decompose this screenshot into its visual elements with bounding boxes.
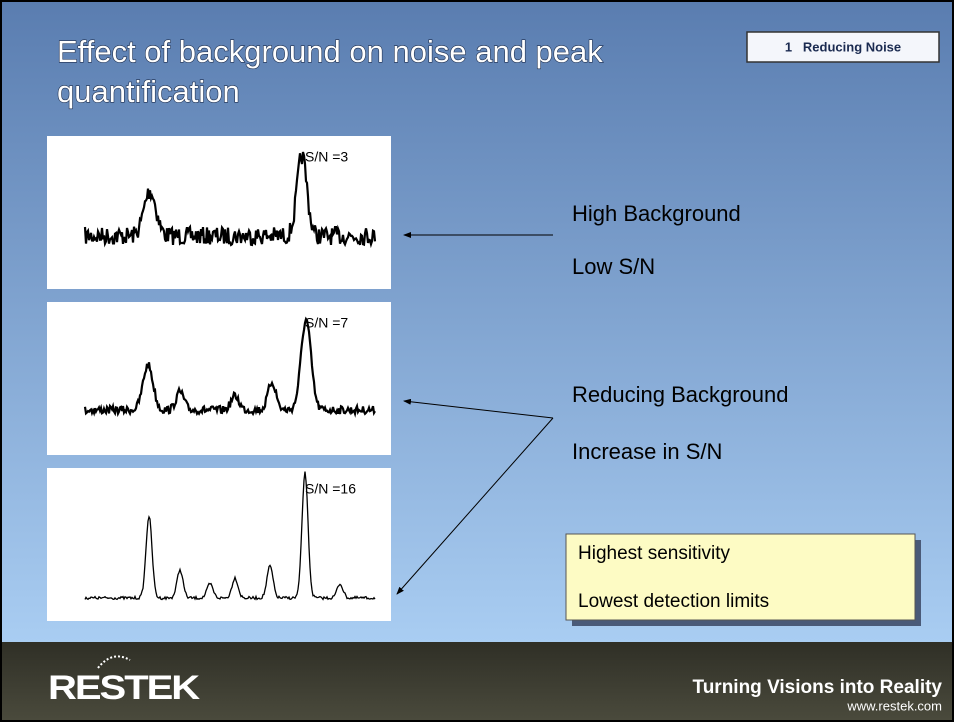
arrow [403, 398, 554, 419]
url: www.restek.com [846, 698, 942, 713]
callout-text: Lowest detection limits [578, 591, 769, 612]
logo-arc [97, 655, 131, 669]
sn-label: S/N =3 [305, 149, 348, 165]
badge: 1 Reducing Noise [785, 39, 901, 54]
badge-box [746, 31, 940, 63]
title: Effect of background on noise and peak q… [56, 34, 603, 110]
label: Low S/N [572, 254, 655, 279]
chromatogram-trace [83, 316, 376, 418]
label: High Background [572, 201, 741, 226]
arrow [396, 417, 554, 595]
callout-text: Highest sensitivity [578, 543, 731, 564]
tagline: Turning Visions into Reality [693, 677, 943, 698]
chromatogram-trace [84, 471, 376, 601]
chromatogram-trace [83, 151, 377, 249]
chromatogram-panel [47, 302, 391, 455]
chromatogram-panel [47, 136, 391, 289]
footer-bar [2, 642, 952, 720]
sn-label: S/N =7 [305, 315, 348, 331]
arrows [396, 232, 554, 595]
logo: RESTEK [48, 668, 200, 706]
panels: S/N =3 S/N =7 S/N =16 [47, 136, 391, 621]
labels: High Background Low S/N Reducing Backgro… [572, 201, 788, 464]
label: Reducing Background [572, 382, 788, 407]
label: Increase in S/N [572, 439, 722, 464]
title-line: Effect of background on noise and peak [57, 34, 603, 69]
title-line: quantification [57, 74, 240, 109]
callout-box [565, 533, 916, 621]
sn-label: S/N =16 [305, 481, 356, 497]
